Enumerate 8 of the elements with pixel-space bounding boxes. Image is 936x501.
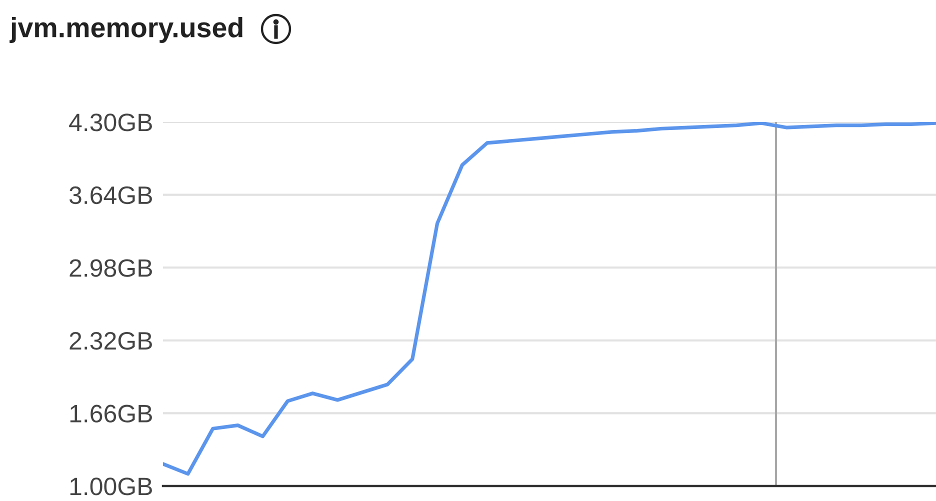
y-tick-label: 2.32GB — [70, 332, 152, 350]
y-tick-label: 1.66GB — [70, 404, 152, 423]
y-tick-label: 1.00GB — [70, 478, 152, 496]
y-tick-label: 2.98GB — [70, 259, 152, 277]
y-tick-label: 3.64GB — [69, 186, 152, 204]
chart-title: jvm.memory.used — [10, 17, 242, 43]
line-series — [163, 122, 936, 476]
y-tick-label: 4.30GB — [69, 114, 152, 132]
